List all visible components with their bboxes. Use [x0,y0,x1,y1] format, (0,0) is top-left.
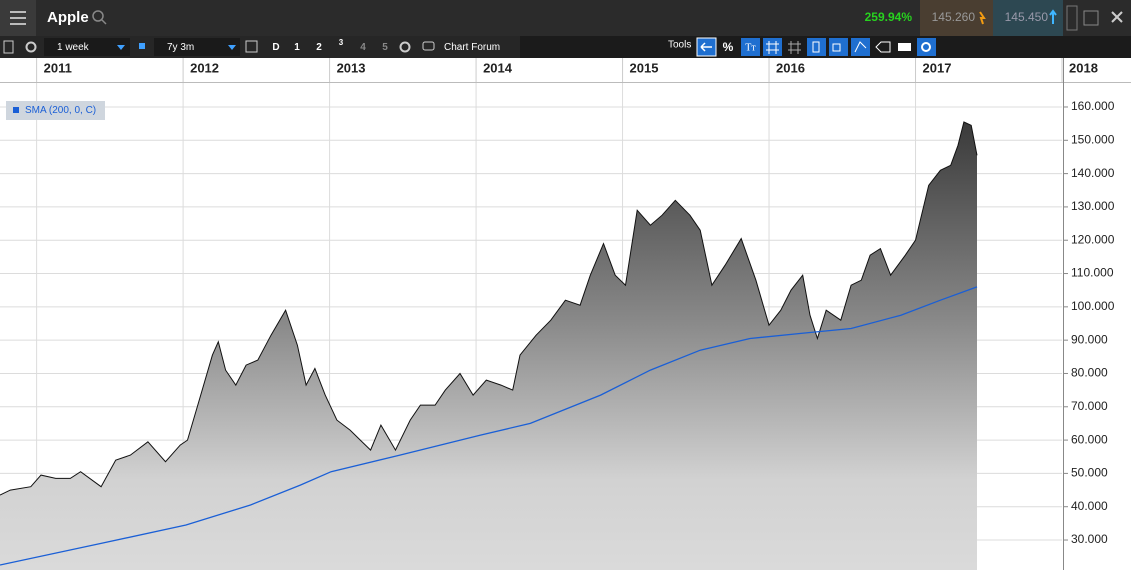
menu-icon [10,11,26,25]
label-icon[interactable] [875,41,891,53]
lock-icon[interactable] [139,43,145,49]
y-tick-label: 50.000 [1071,466,1108,480]
y-tick-label: 30.000 [1071,532,1108,546]
search-icon[interactable] [92,10,107,25]
price-line [0,121,978,496]
tool-icon [854,41,867,53]
percent-button[interactable]: % [723,40,734,54]
chat-icon[interactable] [422,41,435,51]
x-tick-label: 2015 [630,60,659,75]
sma-line [0,286,978,566]
y-axis-panel [1063,83,1131,570]
text-tool-button[interactable]: Tт [745,42,756,53]
range-select[interactable] [154,38,240,56]
legend-label: SMA (200, 0, C) [25,105,96,116]
list-icon[interactable] [3,40,14,54]
tool-icon [832,43,841,52]
bid-price: 145.260 [932,10,976,24]
print-icon[interactable] [898,43,911,51]
instrument-title: Apple [47,9,89,26]
grid-icon [766,41,779,54]
close-button[interactable] [1111,11,1123,23]
legend-swatch [13,107,19,113]
interval-select[interactable] [44,38,130,56]
toolbar-button[interactable]: D [272,42,279,53]
tools-label: Tools [668,40,691,51]
x-tick-label: 2017 [923,60,952,75]
y-tick-label: 120.000 [1071,232,1115,246]
tool-button[interactable] [741,38,760,56]
interval-label: 1 week [57,42,90,53]
change-percent: 259.94% [865,10,913,24]
y-tick-label: 70.000 [1071,399,1108,413]
price-area [0,122,977,570]
tool-icon [921,42,931,52]
tool-button[interactable] [917,38,936,56]
y-tick-label: 100.000 [1071,299,1115,313]
x-tick-label: 2014 [483,60,513,75]
x-tick-label: 2013 [337,60,366,75]
toolbar-button[interactable]: 3 [339,38,344,47]
x-axis-band [0,58,1131,83]
settings-icon[interactable] [399,41,411,53]
tool-button[interactable] [763,38,782,56]
toolbar-button[interactable]: 4 [360,42,366,53]
y-tick-label: 130.000 [1071,199,1115,213]
ask-arrow [1049,9,1057,24]
dropdown-arrow [228,45,236,50]
tool-icon [700,42,712,52]
popout-button[interactable] [1083,10,1099,26]
ask-box[interactable] [993,0,1063,36]
legend-box[interactable] [6,101,105,120]
tool-button[interactable] [829,38,848,56]
window-button[interactable] [1066,5,1078,31]
toolbar-button[interactable]: 2 [316,42,322,53]
x-tick-label: 2016 [776,60,805,75]
chart-forum-link[interactable]: Chart Forum [444,42,500,53]
y-tick-label: 90.000 [1071,332,1108,346]
y-tick-label: 140.000 [1071,166,1115,180]
y-tick-label: 150.000 [1071,132,1115,146]
y-tick-label: 80.000 [1071,366,1108,380]
toolbar-button[interactable]: 5 [382,42,388,53]
y-tick-label: 60.000 [1071,432,1108,446]
toolbar-button[interactable]: 1 [294,42,300,53]
y-tick-label: 110.000 [1071,266,1114,280]
ask-price: 145.450 [1005,10,1049,24]
grid-icon[interactable] [788,41,801,54]
x-tick-label: 2011 [44,60,72,75]
tool-button[interactable] [807,38,826,56]
x-tick-label: 2018 [1069,60,1098,75]
x-tick-label: 2012 [190,60,219,75]
candle-icon [812,41,820,53]
range-label: 7y 3m [167,42,194,53]
bid-arrow [979,11,986,25]
y-tick-label: 40.000 [1071,499,1108,513]
settings-icon[interactable] [25,41,37,53]
y-tick-label: 160.000 [1071,99,1115,113]
calendar-icon[interactable] [245,40,258,53]
dropdown-arrow [117,45,125,50]
tool-button[interactable] [851,38,870,56]
